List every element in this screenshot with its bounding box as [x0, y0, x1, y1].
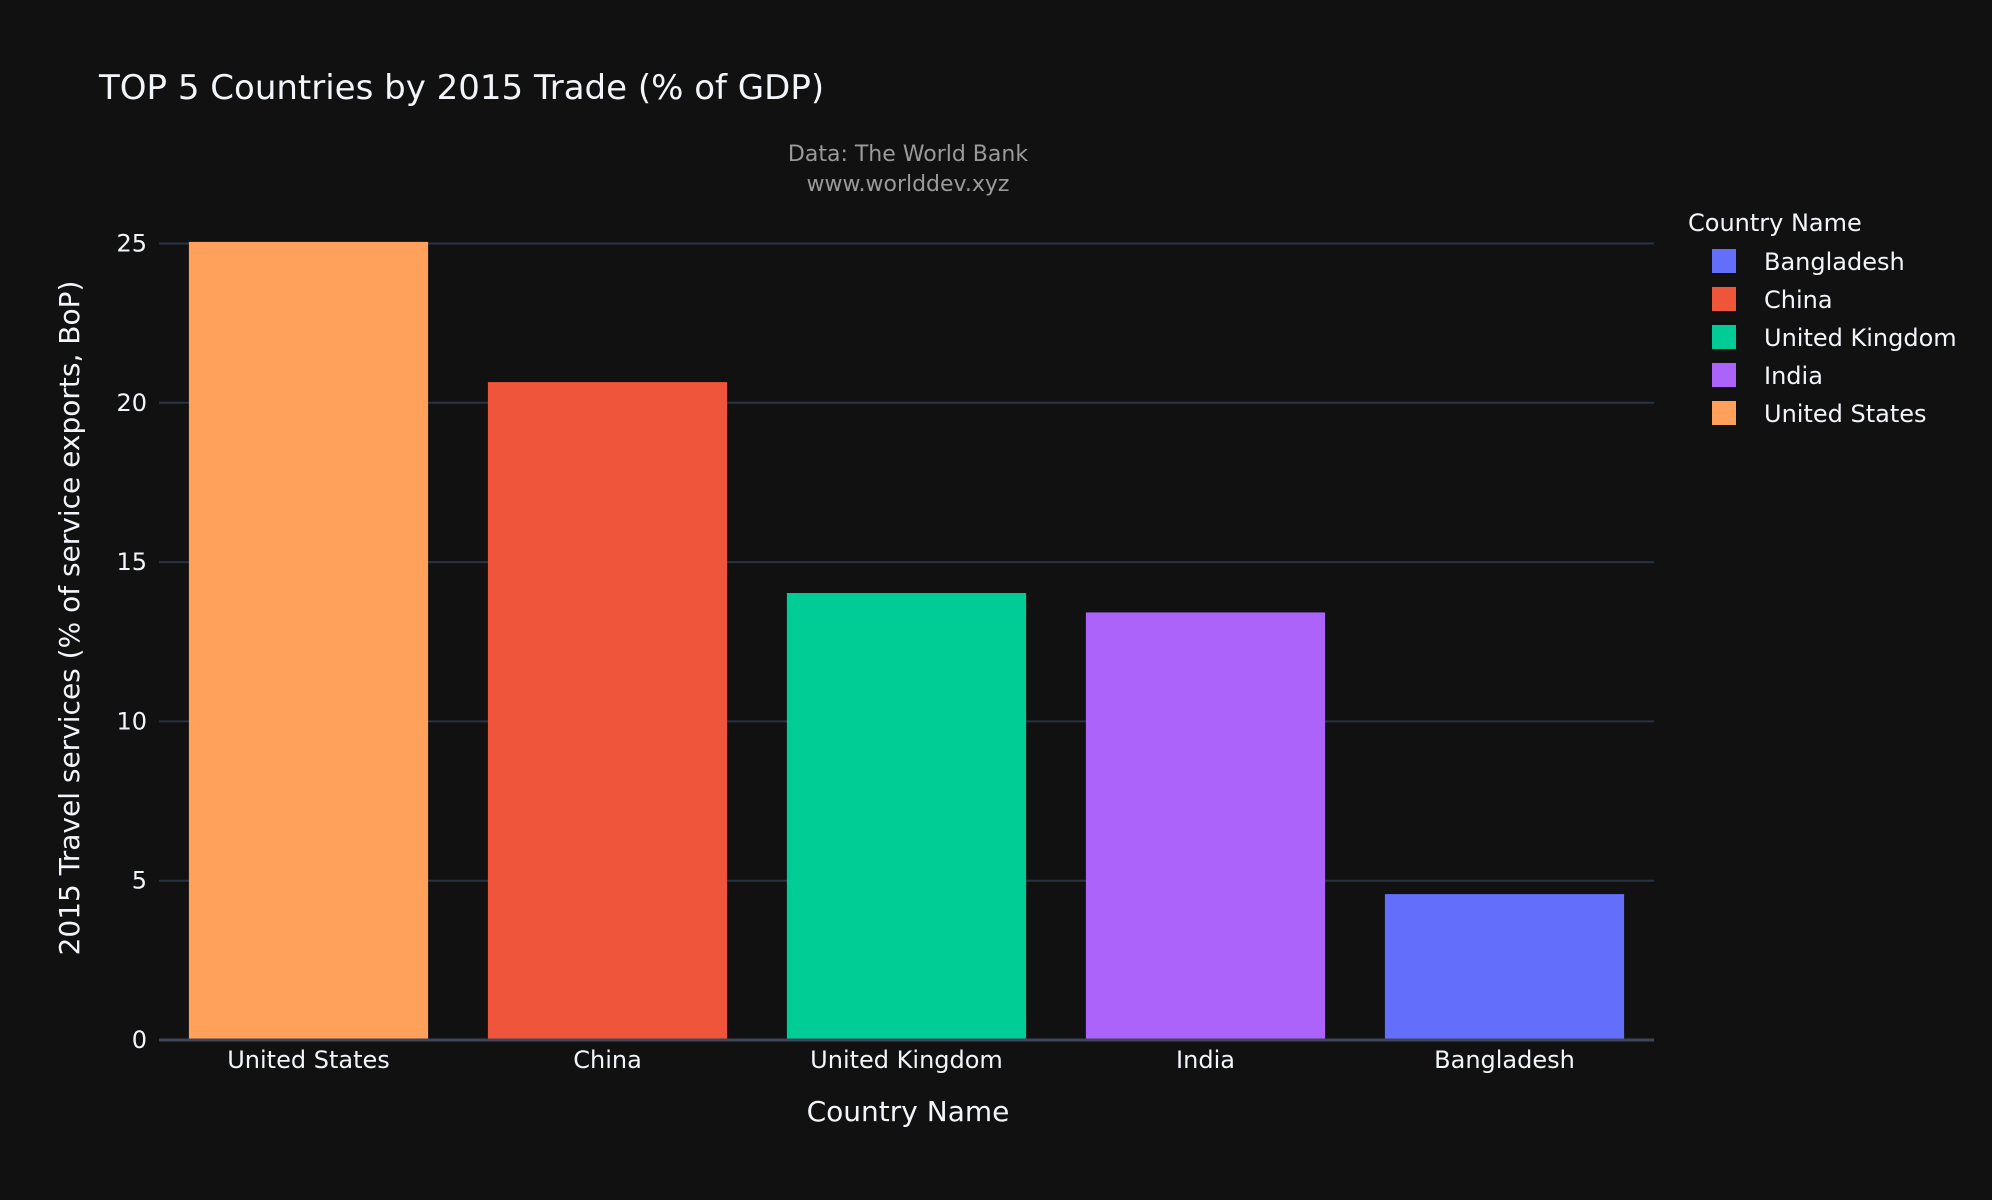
- legend-item[interactable]: United States: [1712, 400, 1927, 428]
- legend-title: Country Name: [1688, 209, 1862, 237]
- bar[interactable]: [786, 592, 1027, 1040]
- legend-label: United Kingdom: [1764, 324, 1957, 352]
- legend-label: China: [1764, 286, 1833, 314]
- bars: [188, 241, 1625, 1040]
- y-tick-label: 20: [116, 389, 147, 417]
- y-axis-ticks: 0 5 10 15 20 25: [116, 229, 147, 1054]
- y-tick-label: 0: [132, 1026, 147, 1054]
- legend-item[interactable]: China: [1712, 286, 1833, 314]
- legend-label: United States: [1764, 400, 1927, 428]
- legend-item[interactable]: United Kingdom: [1712, 324, 1957, 352]
- bar[interactable]: [1085, 612, 1326, 1040]
- x-axis-title: Country Name: [807, 1095, 1010, 1128]
- legend: Country Name Bangladesh China United Kingd…: [1688, 209, 1957, 428]
- legend-label: India: [1764, 362, 1823, 390]
- legend-label: Bangladesh: [1764, 248, 1905, 276]
- y-tick-label: 15: [116, 548, 147, 576]
- x-tick-label: China: [573, 1046, 642, 1074]
- y-tick-label: 25: [116, 229, 147, 257]
- x-tick-label: United States: [227, 1046, 390, 1074]
- legend-swatch: [1712, 363, 1736, 387]
- legend-item[interactable]: India: [1712, 362, 1823, 390]
- chart-subtitle-source: Data: The World Bank: [788, 142, 1028, 167]
- x-axis-ticks: United States China United Kingdom India Ban…: [227, 1046, 1575, 1074]
- chart-title: TOP 5 Countries by 2015 Trade (% of GDP): [98, 68, 824, 108]
- y-tick-label: 5: [132, 867, 147, 895]
- legend-swatch: [1712, 401, 1736, 425]
- y-axis-title: 2015 Travel services (% of service expor…: [53, 281, 86, 956]
- x-tick-label: India: [1176, 1046, 1235, 1074]
- legend-item[interactable]: Bangladesh: [1712, 248, 1905, 276]
- bar[interactable]: [188, 241, 429, 1040]
- legend-swatch: [1712, 325, 1736, 349]
- x-tick-label: United Kingdom: [810, 1046, 1003, 1074]
- x-tick-label: Bangladesh: [1434, 1046, 1575, 1074]
- legend-swatch: [1712, 249, 1736, 273]
- bar[interactable]: [1384, 894, 1625, 1040]
- chart-subtitle-url: www.worlddev.xyz: [807, 172, 1010, 197]
- y-tick-label: 10: [116, 707, 147, 735]
- legend-swatch: [1712, 287, 1736, 311]
- legend-items: Bangladesh China United Kingdom India United…: [1712, 248, 1957, 428]
- bar[interactable]: [487, 382, 728, 1040]
